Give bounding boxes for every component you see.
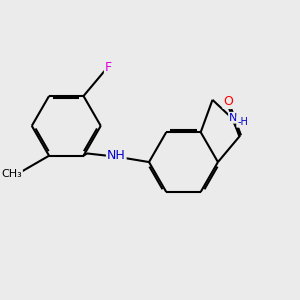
Text: O: O <box>224 95 233 108</box>
Text: NH: NH <box>107 149 126 162</box>
Text: -H: -H <box>237 117 248 127</box>
Text: F: F <box>105 61 112 74</box>
Text: CH₃: CH₃ <box>1 169 22 178</box>
Text: N: N <box>229 113 237 123</box>
